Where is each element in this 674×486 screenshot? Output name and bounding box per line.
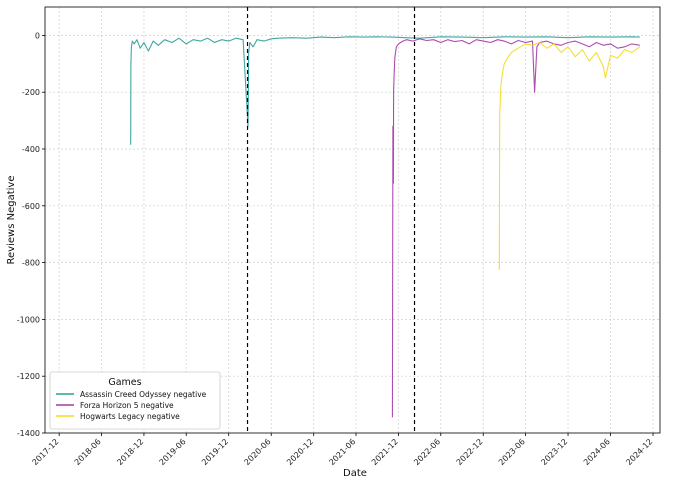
legend-entry-1: Assassin Creed Odyssey negative (80, 390, 207, 399)
x-axis-label: Date (343, 468, 367, 479)
y-axis-label: Reviews Negative (6, 176, 17, 265)
legend-entry-3: Hogwarts Legacy negative (80, 412, 180, 421)
series-line-1 (130, 36, 640, 145)
y-tick-label: -1200 (17, 372, 40, 381)
legend-title: Games (108, 377, 141, 388)
y-tick-label: -200 (22, 88, 40, 97)
y-tick-label: -600 (22, 202, 40, 211)
series-line-3 (498, 41, 641, 270)
y-tick-label: -1400 (17, 429, 40, 438)
y-tick-label: -800 (22, 259, 40, 268)
legend-entry-2: Forza Horizon 5 negative (80, 401, 174, 410)
legend-box (49, 371, 221, 430)
y-tick-label: -1000 (17, 315, 40, 324)
axes-frame (44, 6, 661, 434)
y-tick-label: 0 (35, 31, 40, 40)
series-line-2 (391, 38, 640, 418)
y-tick-label: -400 (22, 145, 40, 154)
